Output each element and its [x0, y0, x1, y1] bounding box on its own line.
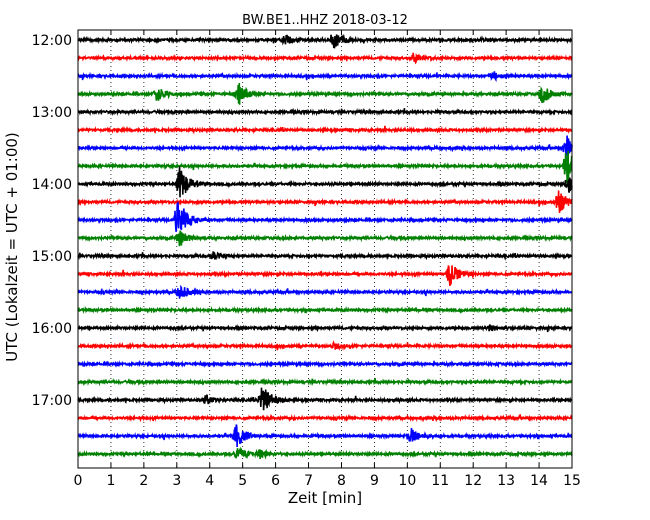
x-tick-label: 6: [271, 473, 280, 489]
trace-line: [77, 305, 573, 315]
y-axis-label: UTC (Lokalzeit = UTC + 01:00): [3, 132, 21, 362]
trace-line: [77, 340, 573, 351]
x-tick-label: 1: [106, 473, 115, 489]
trace-line: [77, 284, 573, 299]
x-tick-label: 13: [497, 473, 515, 489]
trace-line: [77, 250, 573, 262]
trace-line: [77, 413, 573, 423]
trace-line: [77, 359, 573, 369]
x-tick-label: 11: [431, 473, 449, 489]
x-tick-label: 0: [74, 473, 83, 489]
x-tick-label: 12: [464, 473, 482, 489]
trace-line: [77, 52, 573, 65]
x-tick-label: 2: [139, 473, 148, 489]
y-tick-label: 16:00: [32, 321, 72, 337]
axes-group: 0 1 2 3 4 5 6 7 8 9 10 11 12 13 14 1512:0013:0014:0015:…: [32, 30, 581, 489]
trace-line: [77, 82, 573, 105]
trace-line: [77, 135, 573, 158]
trace-line: [77, 190, 573, 213]
x-tick-label: 8: [337, 473, 346, 489]
x-tick-label: 9: [370, 473, 379, 489]
trace-line: [77, 125, 573, 135]
x-tick-label: 10: [398, 473, 416, 489]
trace-line: [77, 265, 573, 287]
trace-line: [77, 166, 573, 198]
trace-line: [77, 377, 573, 387]
x-tick-label: 7: [304, 473, 313, 489]
trace-line: [77, 107, 573, 117]
x-tick-label: 14: [530, 473, 548, 489]
trace-line: [77, 230, 573, 247]
trace-line: [77, 201, 573, 232]
plot-frame: [77, 29, 573, 469]
trace-line: [77, 71, 573, 83]
y-tick-label: 17:00: [32, 393, 72, 409]
trace-line: [77, 446, 573, 460]
trace-line: [77, 150, 573, 184]
x-tick-label: 4: [205, 473, 214, 489]
y-tick-label: 12:00: [32, 33, 72, 49]
x-tick-label: 3: [172, 473, 181, 489]
x-axis-label: Zeit [min]: [288, 489, 362, 507]
chart-title: BW.BE1..HHZ 2018-03-12: [242, 13, 408, 28]
x-tick-label: 15: [563, 473, 581, 489]
trace-line: [77, 323, 573, 333]
trace-line: [77, 387, 573, 411]
trace-line: [77, 33, 573, 49]
y-tick-label: 14:00: [32, 177, 72, 193]
y-tick-label: 15:00: [32, 249, 72, 265]
y-tick-label: 13:00: [32, 105, 72, 121]
traces-group: [77, 33, 573, 460]
trace-line: [77, 424, 573, 448]
x-tick-label: 5: [238, 473, 247, 489]
